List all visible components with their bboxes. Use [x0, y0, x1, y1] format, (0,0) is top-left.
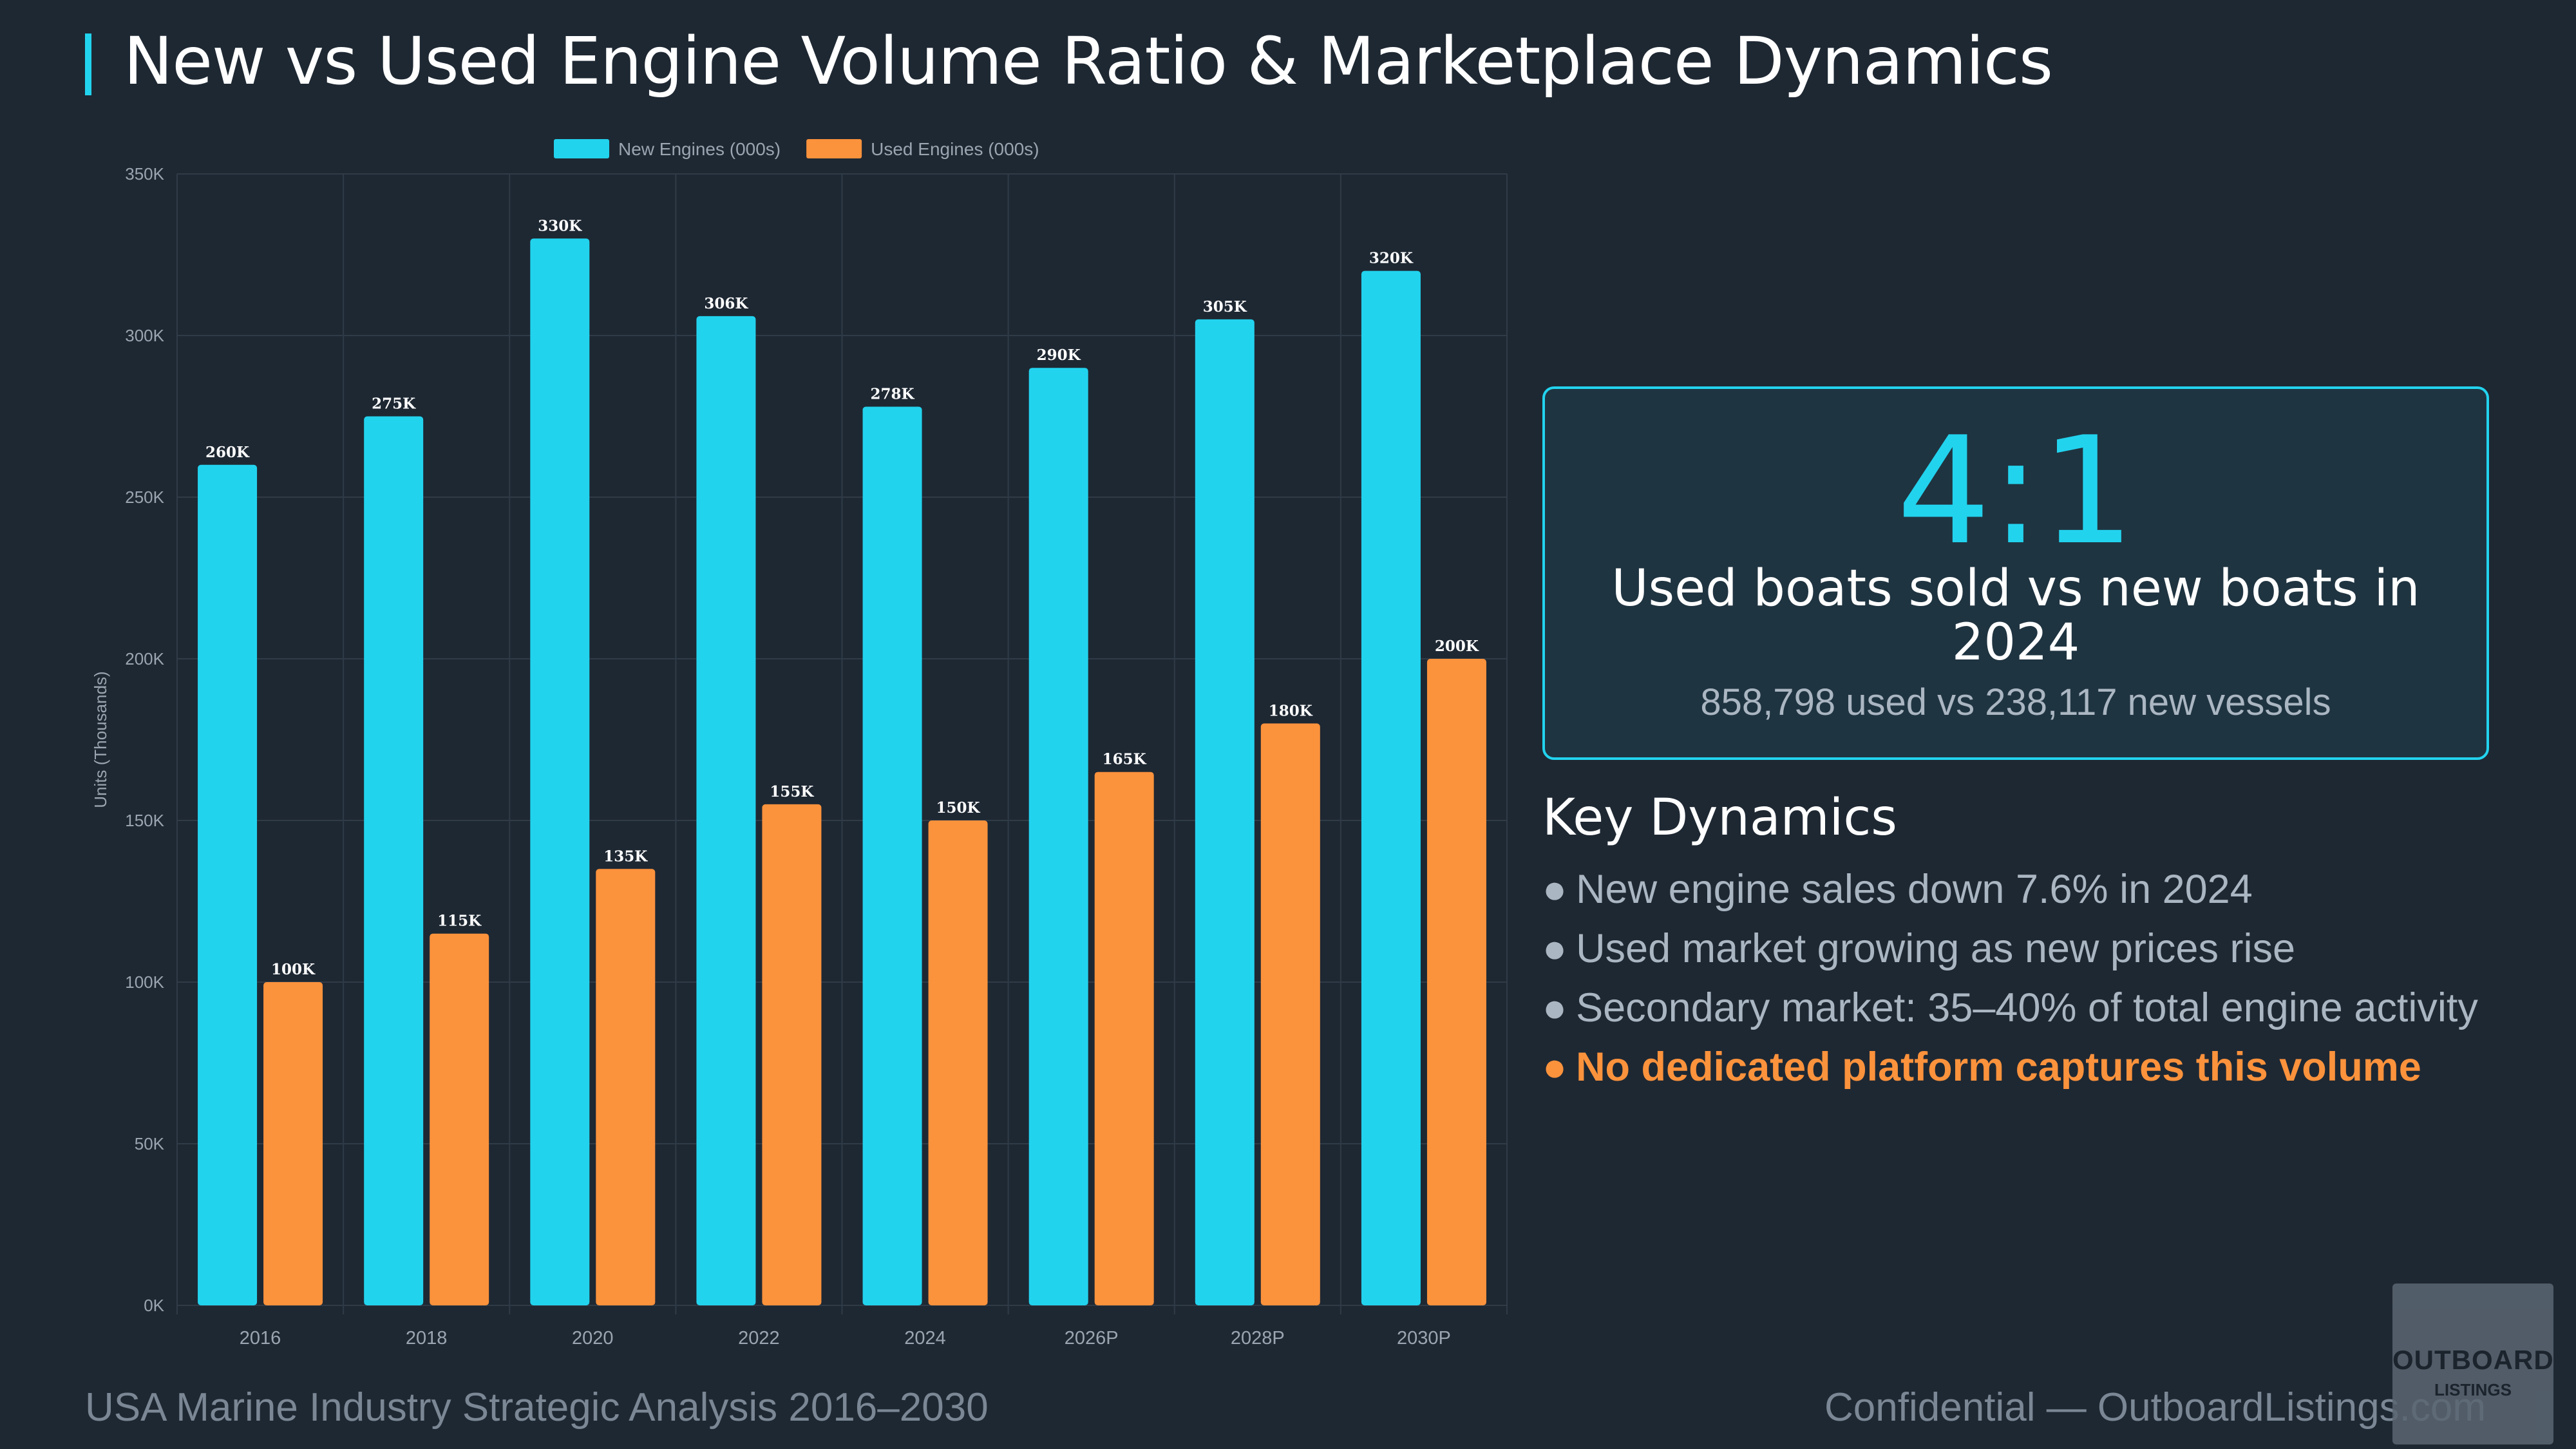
bullet-icon: ●: [1542, 926, 1567, 971]
engine-volume-chart: 0K 50K 100K 150K 200K 250K 300K 350K Units (Thou…: [91, 139, 1508, 1346]
dynamics-highlight-text: No dedicated platform captures this volu…: [1576, 1045, 2421, 1090]
data-label: 306K: [704, 295, 748, 312]
key-dynamics-title: Key Dynamics: [1542, 789, 1897, 847]
ratio-card: 4:1 Used boats sold vs new boats in 2024…: [1542, 386, 2489, 760]
bar-new: [696, 316, 756, 1305]
x-tick-label: 2022: [738, 1328, 780, 1346]
page-title: New vs Used Engine Volume Ratio & Market…: [124, 23, 2053, 100]
bar-used: [762, 804, 822, 1305]
bar-used: [1094, 772, 1154, 1305]
y-tick-label: 300K: [125, 326, 164, 345]
x-tick-label: 2018: [406, 1328, 448, 1346]
title-accent-bar: [85, 33, 91, 95]
y-tick-label: 350K: [125, 164, 164, 184]
x-tick-label: 2024: [904, 1328, 946, 1346]
y-axis-title: Units (Thousands): [91, 671, 110, 808]
ratio-label: Used boats sold vs new boats in 2024: [1611, 560, 2420, 672]
logo-subtext: LISTINGS: [2434, 1380, 2512, 1399]
data-label: 260K: [205, 444, 250, 461]
dynamics-item-text: New engine sales down 7.6% in 2024: [1576, 867, 2253, 912]
key-dynamics-list: ● New engine sales down 7.6% in 2024 ● Use…: [1542, 860, 2478, 1097]
x-tick-label: 2020: [572, 1328, 614, 1346]
legend-swatch: [806, 139, 862, 158]
ratio-value: 4:1: [1896, 406, 2136, 578]
y-tick-label: 150K: [125, 811, 164, 830]
x-tick-label: 2030P: [1397, 1328, 1451, 1346]
dynamics-highlight-item: ● No dedicated platform captures this vol…: [1542, 1037, 2478, 1097]
bullet-icon: ●: [1542, 1045, 1567, 1090]
bar-used: [1260, 723, 1320, 1305]
x-tick-label: 2028P: [1231, 1328, 1285, 1346]
dynamics-item: ● Secondary market: 35–40% of total engin…: [1542, 978, 2478, 1037]
y-tick-label: 50K: [135, 1134, 165, 1153]
data-label: 320K: [1369, 250, 1414, 267]
y-tick-label: 100K: [125, 972, 164, 992]
bar-used: [596, 869, 656, 1305]
data-label: 278K: [871, 385, 915, 402]
bar-used: [430, 933, 489, 1305]
data-label: 115K: [437, 913, 482, 930]
data-label: 275K: [372, 395, 416, 413]
ratio-subtext: 858,798 used vs 238,117 new vessels: [1700, 681, 2331, 723]
bar-new: [1195, 319, 1255, 1305]
data-label: 135K: [603, 848, 648, 865]
data-label: 330K: [538, 217, 582, 234]
x-tick-label: 2026P: [1065, 1328, 1119, 1346]
bar-used: [928, 820, 988, 1305]
data-label: 180K: [1269, 702, 1313, 719]
legend-label: New Engines (000s): [618, 139, 781, 159]
dynamics-item-text: Used market growing as new prices rise: [1576, 926, 2295, 971]
data-label: 290K: [1037, 346, 1081, 364]
dynamics-item: ● New engine sales down 7.6% in 2024: [1542, 860, 2478, 919]
y-tick-label: 250K: [125, 488, 164, 507]
bar-used: [263, 982, 323, 1305]
data-label: 165K: [1103, 751, 1147, 768]
legend-swatch: [554, 139, 609, 158]
legend-label: Used Engines (000s): [871, 139, 1039, 159]
bar-new: [862, 406, 922, 1306]
bullet-icon: ●: [1542, 985, 1567, 1030]
y-tick-label: 0K: [144, 1296, 164, 1315]
bullet-icon: ●: [1542, 867, 1567, 912]
data-label: 200K: [1435, 638, 1479, 655]
bar-used: [1426, 659, 1486, 1305]
data-label: 305K: [1203, 298, 1247, 316]
bar-new: [530, 238, 590, 1305]
dynamics-item-text: Secondary market: 35–40% of total engine…: [1576, 985, 2478, 1030]
data-label: 155K: [770, 783, 814, 800]
y-tick-label: 200K: [125, 649, 164, 668]
logo-text: OUTBOARD: [2392, 1345, 2554, 1375]
bar-new: [1361, 270, 1421, 1306]
data-label: 150K: [936, 799, 981, 817]
outboard-listings-logo: OUTBOARD LISTINGS: [2392, 1283, 2553, 1444]
bar-new: [198, 464, 258, 1305]
footer-left: USA Marine Industry Strategic Analysis 2…: [85, 1385, 989, 1430]
footer-right: Confidential — OutboardListings.com: [1824, 1385, 2486, 1430]
bar-new: [364, 416, 424, 1305]
data-label: 100K: [271, 961, 316, 978]
bar-new: [1028, 368, 1088, 1306]
dynamics-item: ● Used market growing as new prices rise: [1542, 919, 2478, 978]
x-tick-label: 2016: [240, 1328, 281, 1346]
